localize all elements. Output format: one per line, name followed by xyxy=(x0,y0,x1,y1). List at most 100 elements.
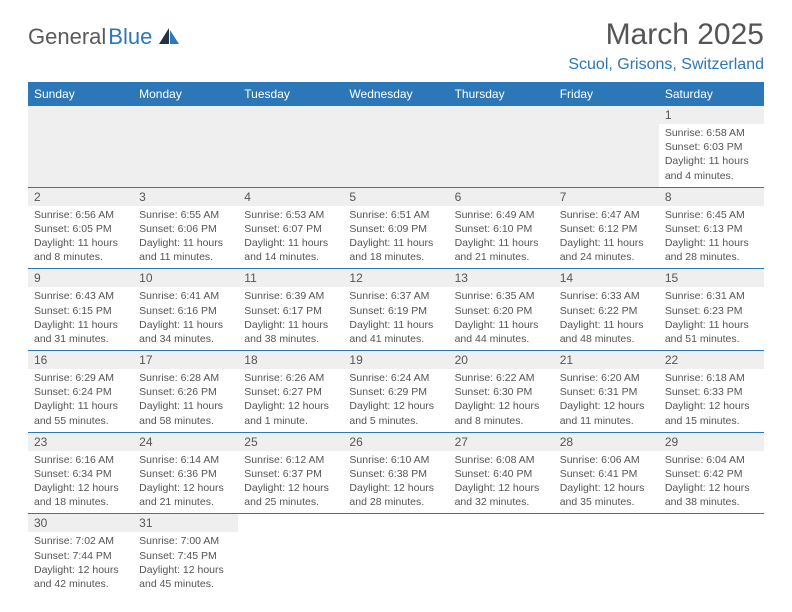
day-number: 10 xyxy=(133,269,238,287)
day-details: Sunrise: 6:22 AMSunset: 6:30 PMDaylight:… xyxy=(449,369,554,432)
day-number: 8 xyxy=(659,188,764,206)
day-number: 26 xyxy=(343,433,448,451)
calendar-cell xyxy=(554,106,659,187)
calendar-cell: 28Sunrise: 6:06 AMSunset: 6:41 PMDayligh… xyxy=(554,432,659,514)
day-number: 22 xyxy=(659,351,764,369)
calendar-cell xyxy=(28,106,133,187)
day-details: Sunrise: 6:24 AMSunset: 6:29 PMDaylight:… xyxy=(343,369,448,432)
calendar-cell: 24Sunrise: 6:14 AMSunset: 6:36 PMDayligh… xyxy=(133,432,238,514)
weekday-header: Monday xyxy=(133,82,238,106)
day-details: Sunrise: 6:55 AMSunset: 6:06 PMDaylight:… xyxy=(133,206,238,269)
weekday-header: Wednesday xyxy=(343,82,448,106)
day-number: 5 xyxy=(343,188,448,206)
calendar-cell xyxy=(554,514,659,595)
calendar-cell: 2Sunrise: 6:56 AMSunset: 6:05 PMDaylight… xyxy=(28,187,133,269)
title-block: March 2025 Scuol, Grisons, Switzerland xyxy=(568,18,764,74)
calendar-cell xyxy=(238,514,343,595)
day-details: Sunrise: 6:12 AMSunset: 6:37 PMDaylight:… xyxy=(238,451,343,514)
calendar-cell: 30Sunrise: 7:02 AMSunset: 7:44 PMDayligh… xyxy=(28,514,133,595)
day-details: Sunrise: 6:49 AMSunset: 6:10 PMDaylight:… xyxy=(449,206,554,269)
calendar-week-row: 9Sunrise: 6:43 AMSunset: 6:15 PMDaylight… xyxy=(28,269,764,351)
calendar-cell: 11Sunrise: 6:39 AMSunset: 6:17 PMDayligh… xyxy=(238,269,343,351)
calendar-cell: 25Sunrise: 6:12 AMSunset: 6:37 PMDayligh… xyxy=(238,432,343,514)
day-details: Sunrise: 6:10 AMSunset: 6:38 PMDaylight:… xyxy=(343,451,448,514)
day-details: Sunrise: 6:35 AMSunset: 6:20 PMDaylight:… xyxy=(449,287,554,350)
logo-sail-icon xyxy=(158,27,180,45)
weekday-header: Tuesday xyxy=(238,82,343,106)
day-details: Sunrise: 6:39 AMSunset: 6:17 PMDaylight:… xyxy=(238,287,343,350)
month-title: March 2025 xyxy=(568,18,764,52)
logo-text-blue: Blue xyxy=(108,24,152,50)
day-details: Sunrise: 6:33 AMSunset: 6:22 PMDaylight:… xyxy=(554,287,659,350)
calendar-week-row: 2Sunrise: 6:56 AMSunset: 6:05 PMDaylight… xyxy=(28,187,764,269)
calendar-table: Sunday Monday Tuesday Wednesday Thursday… xyxy=(28,82,764,595)
day-number: 23 xyxy=(28,433,133,451)
day-number: 13 xyxy=(449,269,554,287)
calendar-cell: 31Sunrise: 7:00 AMSunset: 7:45 PMDayligh… xyxy=(133,514,238,595)
calendar-cell: 20Sunrise: 6:22 AMSunset: 6:30 PMDayligh… xyxy=(449,351,554,433)
day-number: 9 xyxy=(28,269,133,287)
day-number: 24 xyxy=(133,433,238,451)
day-number: 16 xyxy=(28,351,133,369)
day-details: Sunrise: 6:14 AMSunset: 6:36 PMDaylight:… xyxy=(133,451,238,514)
calendar-cell xyxy=(343,106,448,187)
day-number: 21 xyxy=(554,351,659,369)
calendar-week-row: 16Sunrise: 6:29 AMSunset: 6:24 PMDayligh… xyxy=(28,351,764,433)
calendar-cell: 10Sunrise: 6:41 AMSunset: 6:16 PMDayligh… xyxy=(133,269,238,351)
calendar-cell: 9Sunrise: 6:43 AMSunset: 6:15 PMDaylight… xyxy=(28,269,133,351)
day-details: Sunrise: 6:53 AMSunset: 6:07 PMDaylight:… xyxy=(238,206,343,269)
day-number: 25 xyxy=(238,433,343,451)
day-details: Sunrise: 6:18 AMSunset: 6:33 PMDaylight:… xyxy=(659,369,764,432)
calendar-cell: 22Sunrise: 6:18 AMSunset: 6:33 PMDayligh… xyxy=(659,351,764,433)
day-number: 30 xyxy=(28,514,133,532)
calendar-cell: 23Sunrise: 6:16 AMSunset: 6:34 PMDayligh… xyxy=(28,432,133,514)
calendar-cell xyxy=(659,514,764,595)
day-details: Sunrise: 7:00 AMSunset: 7:45 PMDaylight:… xyxy=(133,532,238,595)
day-details: Sunrise: 6:20 AMSunset: 6:31 PMDaylight:… xyxy=(554,369,659,432)
calendar-cell xyxy=(133,106,238,187)
calendar-cell: 14Sunrise: 6:33 AMSunset: 6:22 PMDayligh… xyxy=(554,269,659,351)
logo: GeneralBlue xyxy=(28,18,180,50)
day-details: Sunrise: 6:06 AMSunset: 6:41 PMDaylight:… xyxy=(554,451,659,514)
location: Scuol, Grisons, Switzerland xyxy=(568,56,764,74)
calendar-cell xyxy=(343,514,448,595)
day-number: 6 xyxy=(449,188,554,206)
weekday-header: Saturday xyxy=(659,82,764,106)
day-number: 12 xyxy=(343,269,448,287)
calendar-cell: 8Sunrise: 6:45 AMSunset: 6:13 PMDaylight… xyxy=(659,187,764,269)
calendar-cell: 13Sunrise: 6:35 AMSunset: 6:20 PMDayligh… xyxy=(449,269,554,351)
day-details: Sunrise: 6:47 AMSunset: 6:12 PMDaylight:… xyxy=(554,206,659,269)
calendar-cell: 17Sunrise: 6:28 AMSunset: 6:26 PMDayligh… xyxy=(133,351,238,433)
calendar-cell: 19Sunrise: 6:24 AMSunset: 6:29 PMDayligh… xyxy=(343,351,448,433)
calendar-cell: 15Sunrise: 6:31 AMSunset: 6:23 PMDayligh… xyxy=(659,269,764,351)
day-details: Sunrise: 7:02 AMSunset: 7:44 PMDaylight:… xyxy=(28,532,133,595)
day-details: Sunrise: 6:56 AMSunset: 6:05 PMDaylight:… xyxy=(28,206,133,269)
day-details: Sunrise: 6:26 AMSunset: 6:27 PMDaylight:… xyxy=(238,369,343,432)
calendar-cell: 21Sunrise: 6:20 AMSunset: 6:31 PMDayligh… xyxy=(554,351,659,433)
day-number: 19 xyxy=(343,351,448,369)
day-number: 18 xyxy=(238,351,343,369)
calendar-body: 1Sunrise: 6:58 AMSunset: 6:03 PMDaylight… xyxy=(28,106,764,595)
calendar-cell: 6Sunrise: 6:49 AMSunset: 6:10 PMDaylight… xyxy=(449,187,554,269)
day-details: Sunrise: 6:51 AMSunset: 6:09 PMDaylight:… xyxy=(343,206,448,269)
day-number: 31 xyxy=(133,514,238,532)
calendar-cell xyxy=(238,106,343,187)
day-details: Sunrise: 6:04 AMSunset: 6:42 PMDaylight:… xyxy=(659,451,764,514)
day-number: 7 xyxy=(554,188,659,206)
calendar-week-row: 30Sunrise: 7:02 AMSunset: 7:44 PMDayligh… xyxy=(28,514,764,595)
calendar-week-row: 23Sunrise: 6:16 AMSunset: 6:34 PMDayligh… xyxy=(28,432,764,514)
calendar-week-row: 1Sunrise: 6:58 AMSunset: 6:03 PMDaylight… xyxy=(28,106,764,187)
logo-text-general: General xyxy=(28,24,106,50)
day-number: 14 xyxy=(554,269,659,287)
day-details: Sunrise: 6:16 AMSunset: 6:34 PMDaylight:… xyxy=(28,451,133,514)
calendar-cell: 29Sunrise: 6:04 AMSunset: 6:42 PMDayligh… xyxy=(659,432,764,514)
day-details: Sunrise: 6:58 AMSunset: 6:03 PMDaylight:… xyxy=(659,124,764,187)
weekday-header-row: Sunday Monday Tuesday Wednesday Thursday… xyxy=(28,82,764,106)
day-details: Sunrise: 6:29 AMSunset: 6:24 PMDaylight:… xyxy=(28,369,133,432)
weekday-header: Sunday xyxy=(28,82,133,106)
day-details: Sunrise: 6:45 AMSunset: 6:13 PMDaylight:… xyxy=(659,206,764,269)
day-number: 29 xyxy=(659,433,764,451)
day-number: 1 xyxy=(659,106,764,124)
calendar-cell xyxy=(449,514,554,595)
calendar-cell: 4Sunrise: 6:53 AMSunset: 6:07 PMDaylight… xyxy=(238,187,343,269)
